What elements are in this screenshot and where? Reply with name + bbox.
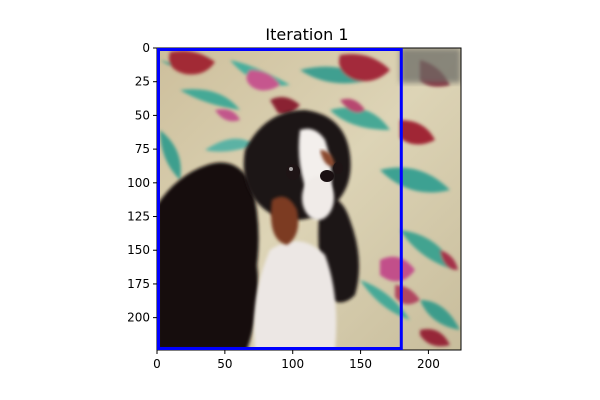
y-tick-label: 0 — [142, 41, 150, 55]
y-tick-label: 50 — [135, 108, 150, 122]
y-tick-label: 75 — [135, 142, 150, 156]
x-tick-label: 50 — [217, 357, 232, 371]
dog — [157, 110, 359, 350]
x-tick-label: 150 — [349, 357, 372, 371]
x-tick-label: 200 — [417, 357, 440, 371]
x-axis: 0 50 100 150 200 — [153, 350, 440, 371]
y-tick-label: 150 — [127, 243, 150, 257]
y-tick-label: 125 — [127, 210, 150, 224]
y-axis: 0 25 50 75 100 125 150 175 200 — [127, 41, 157, 325]
x-tick-label: 0 — [153, 357, 161, 371]
photo — [157, 48, 461, 350]
bounding-box — [157, 48, 403, 350]
y-tick-label: 175 — [127, 277, 150, 291]
y-tick-label: 200 — [127, 311, 150, 325]
y-tick-label: 25 — [135, 75, 150, 89]
y-tick-label: 100 — [127, 176, 150, 190]
plot-title: Iteration 1 — [265, 25, 348, 44]
x-tick-label: 100 — [281, 357, 304, 371]
